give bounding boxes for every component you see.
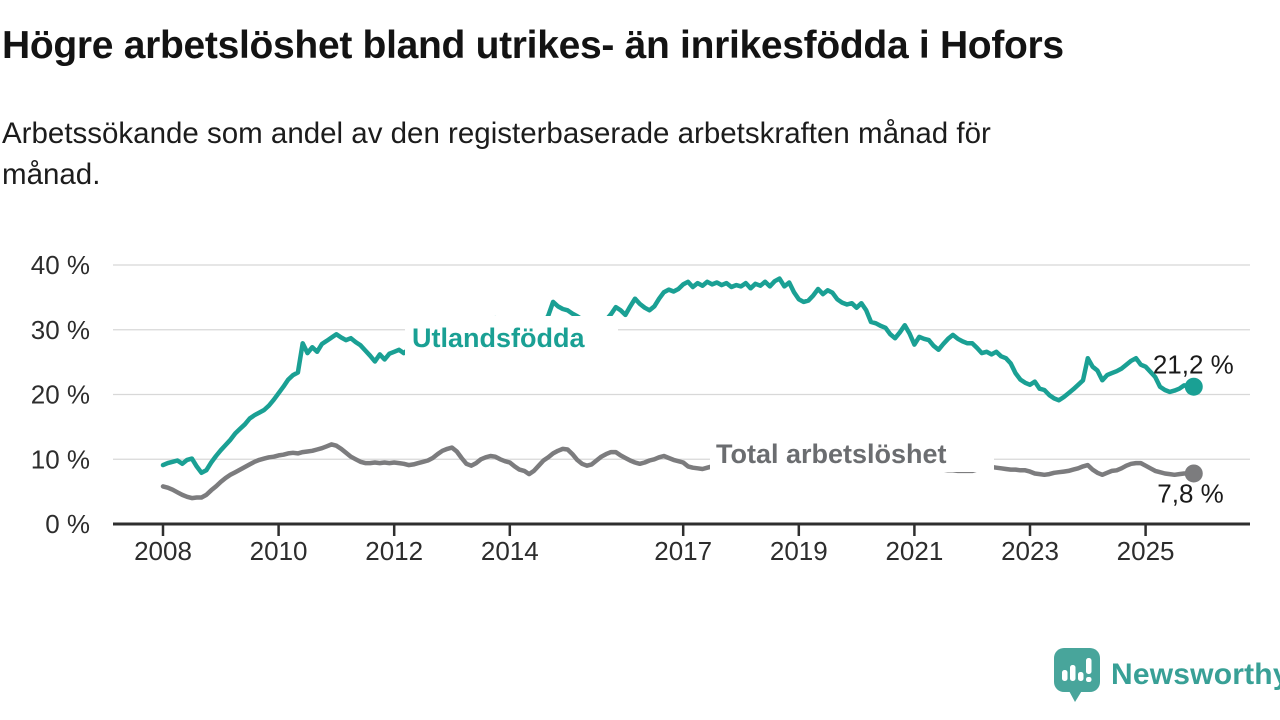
series-line <box>160 442 1197 501</box>
x-axis-tick-label: 2025 <box>1117 536 1175 566</box>
x-axis-tick-label: 2021 <box>885 536 943 566</box>
x-axis-tick-label: 2023 <box>1001 536 1059 566</box>
y-axis-tick-label: 20 % <box>31 380 90 410</box>
x-axis-tick-label: 2012 <box>365 536 423 566</box>
series-label: Utlandsfödda <box>412 323 585 353</box>
y-axis-tick-label: 10 % <box>31 444 90 474</box>
y-axis-tick-label: 40 % <box>31 250 90 280</box>
x-axis-tick-label: 2008 <box>134 536 192 566</box>
series-label-background <box>405 316 618 356</box>
series-label: Total arbetslöshet <box>716 439 947 469</box>
series-end-dot <box>1184 377 1203 396</box>
series-line <box>160 276 1197 476</box>
x-axis-tick-label: 2017 <box>654 536 712 566</box>
line-chart: 0 % 10 % 20 % 30 % 40 % 2008 2010 2012 2014 2017 2… <box>31 250 1250 566</box>
x-axis-tick-label: 2010 <box>250 536 308 566</box>
series-label-background <box>710 436 994 472</box>
newsworthy-logo: Newsworthy <box>1054 646 1280 704</box>
x-axis-tick-label: 2014 <box>481 536 539 566</box>
x-axis-tick-label: 2019 <box>770 536 828 566</box>
y-axis-tick-label: 30 % <box>31 315 90 345</box>
series-end-value-label: 7,8 % <box>1157 478 1224 508</box>
chart-subtitle: Arbetssökande som andel av den registerb… <box>2 117 991 191</box>
series-end-dot <box>1184 464 1203 483</box>
newsworthy-logo-text: Newsworthy <box>1111 658 1280 691</box>
newsworthy-speech-bubble-chart-icon <box>1054 648 1100 702</box>
series-end-value-label: 21,2 % <box>1153 350 1234 380</box>
y-axis-tick-label: 0 % <box>45 509 90 539</box>
chart-title: Högre arbetslöshet bland utrikes- än inr… <box>2 24 1064 67</box>
